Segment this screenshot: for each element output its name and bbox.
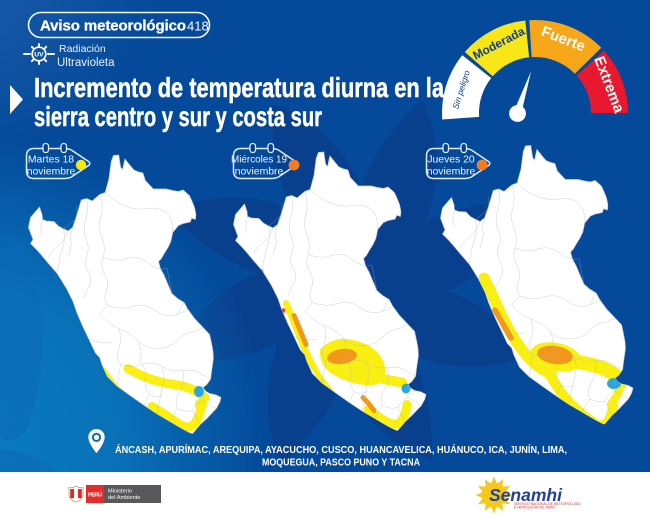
svg-text:Ministerio: Ministerio <box>108 489 132 495</box>
svg-text:Radiación: Radiación <box>59 43 106 55</box>
svg-text:UV: UV <box>34 52 44 59</box>
svg-text:sierra centro y sur y costa su: sierra centro y sur y costa sur <box>34 101 322 132</box>
svg-text:PERÚ: PERÚ <box>88 492 102 499</box>
svg-text:noviembre: noviembre <box>27 167 76 178</box>
svg-text:Aviso meteorológico: Aviso meteorológico <box>40 18 186 35</box>
svg-text:noviembre: noviembre <box>235 167 284 178</box>
svg-text:Ultravioleta: Ultravioleta <box>57 57 115 69</box>
svg-text:Senamhi: Senamhi <box>489 485 563 505</box>
svg-text:Martes 18: Martes 18 <box>28 155 74 166</box>
svg-text:Incremento de temperatura diur: Incremento de temperatura diurna en la <box>34 72 444 103</box>
svg-text:ÁNCASH, APURÍMAC, AREQUIPA, AY: ÁNCASH, APURÍMAC, AREQUIPA, AYACUCHO, CU… <box>115 443 567 456</box>
svg-text:SERVICIO NACIONAL DE METEOROLO: SERVICIO NACIONAL DE METEOROLOGÍA <box>514 502 581 506</box>
svg-text:del Ambiente: del Ambiente <box>108 495 140 501</box>
svg-text:418: 418 <box>187 18 209 33</box>
svg-text:MOQUEGUA, PASCO PUNO Y TACNA: MOQUEGUA, PASCO PUNO Y TACNA <box>262 458 420 469</box>
svg-text:Miércoles 19: Miércoles 19 <box>231 155 287 166</box>
svg-text:noviembre: noviembre <box>427 167 476 178</box>
svg-text:E HIDROLOGÍA DEL PERÚ: E HIDROLOGÍA DEL PERÚ <box>514 506 556 510</box>
svg-text:Jueves 20: Jueves 20 <box>427 155 475 166</box>
